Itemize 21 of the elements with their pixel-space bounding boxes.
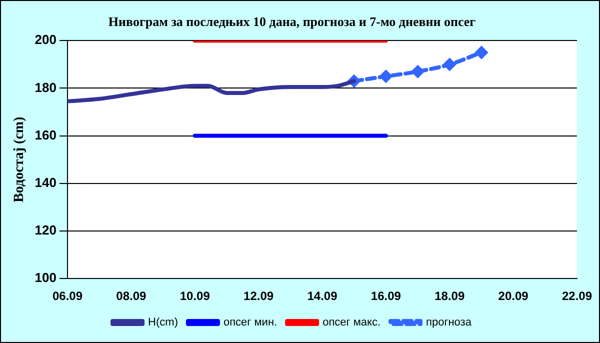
x-tick-label: 16.09 [370, 289, 402, 304]
x-tick-label: 22.09 [562, 289, 592, 304]
x-tick-label: 14.09 [307, 289, 338, 304]
x-tick-label: 18.09 [434, 289, 465, 304]
x-tick-label: 08.09 [116, 289, 147, 304]
y-tick-label: 140 [34, 174, 56, 190]
x-tick-label: 06.09 [52, 289, 83, 304]
legend-label: прогноза [426, 316, 472, 329]
y-tick-label: 200 [34, 32, 56, 48]
y-tick-label: 160 [34, 127, 56, 142]
legend-label: H(cm) [148, 316, 178, 329]
x-tick-label: 10.09 [180, 289, 210, 304]
x-tick-label: 20.09 [498, 289, 529, 304]
legend-label: опсег мин. [223, 316, 278, 329]
y-axis-title: Водостај (cm) [12, 116, 28, 202]
y-tick-label: 180 [34, 80, 56, 95]
chart-title: Нивограм за последњих 10 дана, прогноза и 7-мо дневни опсег [108, 14, 476, 30]
y-tick-label: 100 [34, 270, 56, 286]
x-tick-label: 12.09 [244, 289, 274, 304]
legend-label: опсег макс. [322, 316, 381, 329]
y-tick-label: 120 [34, 222, 56, 238]
